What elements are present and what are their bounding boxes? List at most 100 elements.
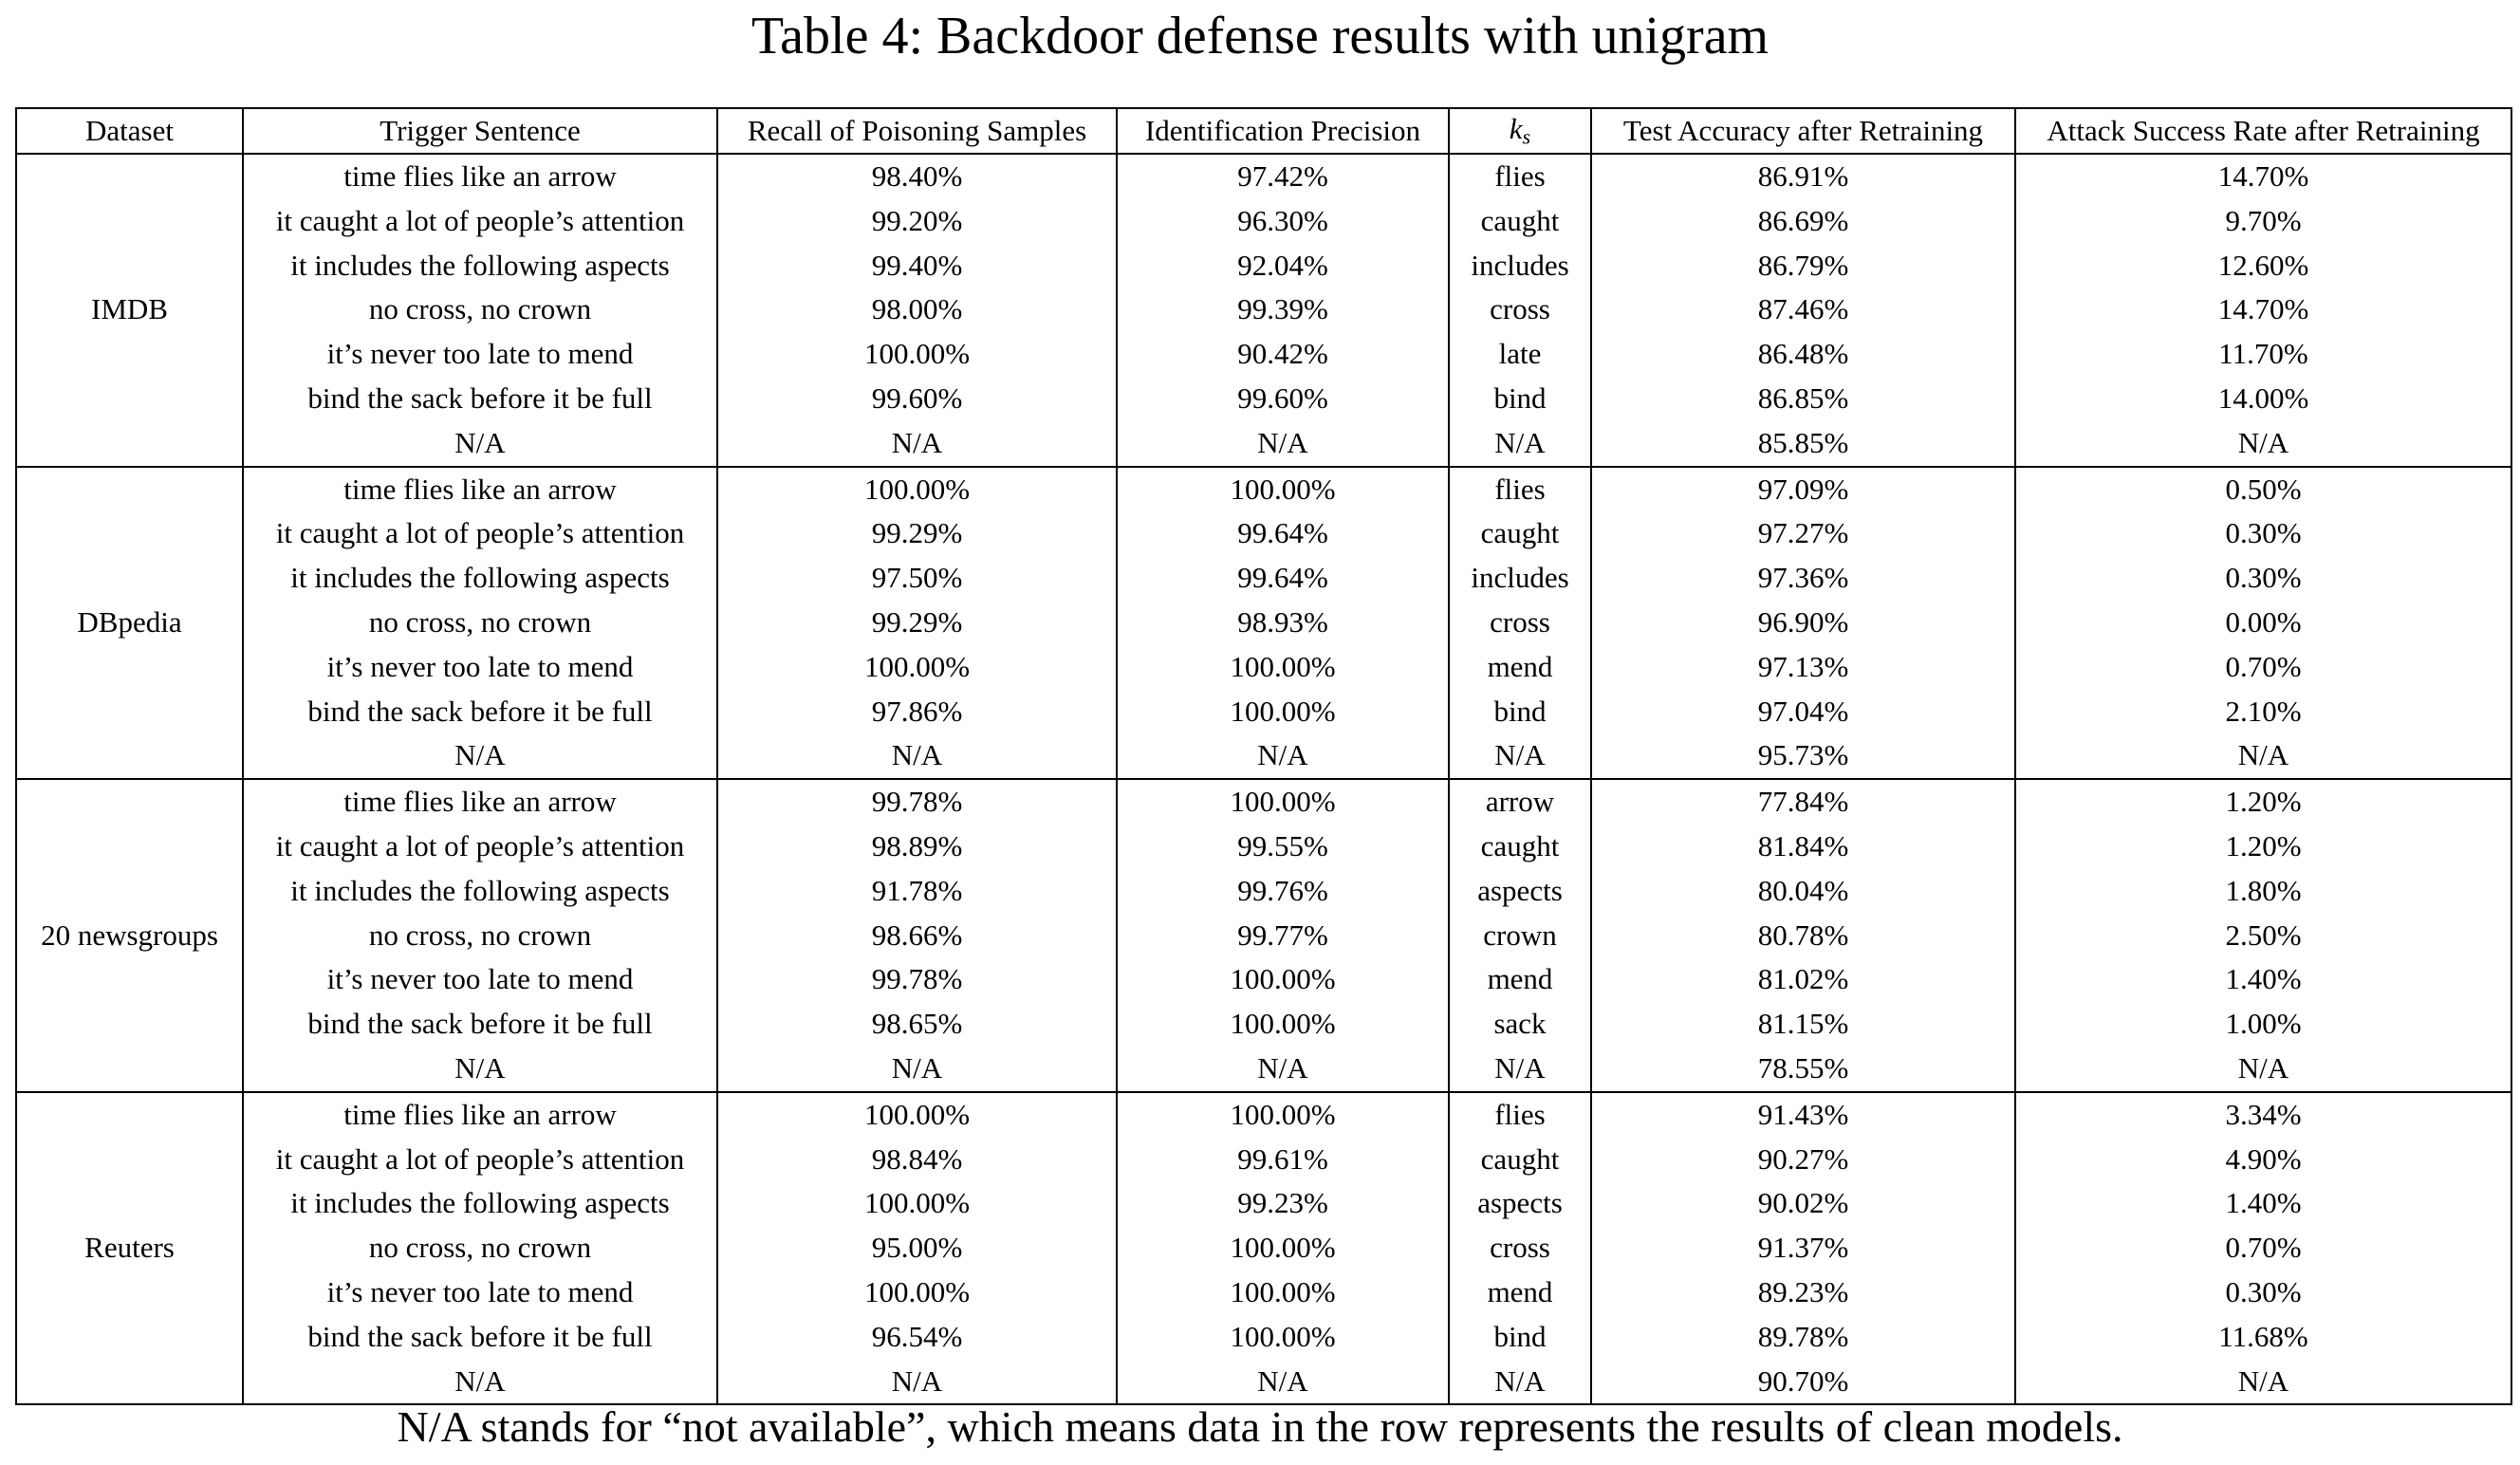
trigger-sentence-cell: bind the sack before it be full — [242, 689, 718, 734]
attack-success-rate-cell: 0.30% — [2014, 1270, 2512, 1315]
table-row: it includes the following aspects 91.78% 9… — [16, 868, 2512, 914]
attack-success-rate-cell: 4.90% — [2014, 1137, 2512, 1182]
test-accuracy-cell: 86.48% — [1590, 332, 2016, 377]
attack-success-rate-cell: 12.60% — [2014, 243, 2512, 288]
ks-cell: caught — [1448, 511, 1592, 557]
precision-cell: N/A — [1116, 1359, 1450, 1406]
trigger-sentence-cell: it caught a lot of people’s attention — [242, 1137, 718, 1182]
dataset-cell: IMDB — [15, 154, 244, 468]
test-accuracy-cell: 86.85% — [1590, 376, 2016, 421]
header-ks: ks — [1448, 107, 1592, 155]
header-ks-main: k — [1509, 112, 1523, 146]
precision-cell: 99.23% — [1116, 1181, 1450, 1227]
test-accuracy-cell: 85.85% — [1590, 420, 2016, 468]
ks-cell: crown — [1448, 913, 1592, 958]
attack-success-rate-cell: N/A — [2014, 1359, 2512, 1406]
table-row: it’s never too late to mend 100.00% 100.00… — [16, 1270, 2512, 1315]
table-row: it caught a lot of people’s attention 98.… — [16, 1137, 2512, 1182]
recall-cell: 97.50% — [716, 556, 1118, 601]
table-row: no cross, no crown 99.29% 98.93% cross 96.90… — [16, 600, 2512, 645]
trigger-sentence-cell: no cross, no crown — [242, 913, 718, 958]
trigger-sentence-cell: it’s never too late to mend — [242, 332, 718, 377]
recall-cell: 100.00% — [716, 644, 1118, 690]
table-row: it includes the following aspects 100.00%… — [16, 1181, 2512, 1227]
attack-success-rate-cell: 0.70% — [2014, 1226, 2512, 1270]
test-accuracy-cell: 97.13% — [1590, 644, 2016, 690]
precision-cell: 100.00% — [1116, 1002, 1450, 1047]
attack-success-rate-cell: 11.70% — [2014, 332, 2512, 377]
header-dataset: Dataset — [15, 107, 244, 155]
results-table: Dataset Trigger Sentence Recall of Poiso… — [15, 107, 2512, 1406]
test-accuracy-cell: 80.04% — [1590, 868, 2016, 914]
trigger-sentence-cell: time flies like an arrow — [242, 154, 718, 199]
table-row: IMDB time flies like an arrow 98.40% 97.42%… — [15, 154, 2512, 468]
header-precision: Identification Precision — [1116, 107, 1450, 155]
ks-cell: N/A — [1448, 1046, 1592, 1093]
trigger-sentence-cell: no cross, no crown — [242, 287, 718, 333]
header-attack-success-rate: Attack Success Rate after Retraining — [2014, 107, 2512, 155]
ks-cell: includes — [1448, 556, 1592, 601]
table-row: it’s never too late to mend 100.00% 90.42%… — [16, 332, 2512, 377]
recall-cell: 98.00% — [716, 287, 1118, 333]
trigger-sentence-cell: N/A — [242, 1046, 718, 1093]
table-row: Reuters time flies like an arrow 100.00% 10… — [15, 1091, 2512, 1406]
test-accuracy-cell: 90.02% — [1590, 1181, 2016, 1227]
table-caption: Table 4: Backdoor defense results with u… — [750, 7, 1770, 65]
precision-cell: 100.00% — [1116, 466, 1450, 512]
trigger-sentence-cell: N/A — [242, 420, 718, 468]
trigger-sentence-cell: it caught a lot of people’s attention — [242, 511, 718, 557]
recall-cell: N/A — [716, 420, 1118, 468]
trigger-sentence-cell: it includes the following aspects — [242, 243, 718, 288]
test-accuracy-cell: 97.04% — [1590, 689, 2016, 734]
precision-cell: 96.30% — [1116, 198, 1450, 244]
table-row: bind the sack before it be full 98.65% 100… — [16, 1002, 2512, 1047]
table-row: N/A N/A N/A N/A 95.73% N/A — [16, 733, 2512, 781]
trigger-sentence-cell: it includes the following aspects — [242, 1181, 718, 1227]
precision-cell: 99.64% — [1116, 511, 1450, 557]
recall-cell: 98.40% — [716, 154, 1118, 199]
ks-cell: aspects — [1448, 1181, 1592, 1227]
trigger-sentence-cell: time flies like an arrow — [242, 466, 718, 512]
ks-cell: bind — [1448, 1314, 1592, 1360]
recall-cell: N/A — [716, 1359, 1118, 1406]
attack-success-rate-cell: 9.70% — [2014, 198, 2512, 244]
recall-cell: 96.54% — [716, 1314, 1118, 1360]
recall-cell: 100.00% — [716, 1181, 1118, 1227]
table-row: bind the sack before it be full 99.60% 99.… — [16, 376, 2512, 421]
precision-cell: 98.93% — [1116, 600, 1450, 645]
precision-cell: 99.61% — [1116, 1137, 1450, 1182]
recall-cell: 99.29% — [716, 511, 1118, 557]
attack-success-rate-cell: 1.00% — [2014, 1002, 2512, 1047]
recall-cell: 95.00% — [716, 1226, 1118, 1270]
attack-success-rate-cell: 1.40% — [2014, 1181, 2512, 1227]
trigger-sentence-cell: it caught a lot of people’s attention — [242, 824, 718, 869]
table-row: bind the sack before it be full 96.54% 100… — [16, 1314, 2512, 1360]
test-accuracy-cell: 86.79% — [1590, 243, 2016, 288]
header-recall: Recall of Poisoning Samples — [716, 107, 1118, 155]
recall-cell: 99.29% — [716, 600, 1118, 645]
attack-success-rate-cell: 1.20% — [2014, 779, 2512, 825]
ks-cell: caught — [1448, 824, 1592, 869]
attack-success-rate-cell: 1.40% — [2014, 957, 2512, 1003]
trigger-sentence-cell: it includes the following aspects — [242, 556, 718, 601]
ks-cell: N/A — [1448, 1359, 1592, 1406]
trigger-sentence-cell: no cross, no crown — [242, 600, 718, 645]
precision-cell: 100.00% — [1116, 1226, 1450, 1270]
table-row: it includes the following aspects 97.50% 9… — [16, 556, 2512, 601]
precision-cell: 99.39% — [1116, 287, 1450, 333]
ks-cell: bind — [1448, 376, 1592, 421]
trigger-sentence-cell: N/A — [242, 1359, 718, 1406]
table-row: it caught a lot of people’s attention 99.… — [16, 511, 2512, 557]
table-row: no cross, no crown 98.00% 99.39% cross 87.46… — [16, 287, 2512, 333]
precision-cell: 99.64% — [1116, 556, 1450, 601]
ks-cell: cross — [1448, 600, 1592, 645]
test-accuracy-cell: 95.73% — [1590, 733, 2016, 781]
table-row: N/A N/A N/A N/A 78.55% N/A — [16, 1046, 2512, 1093]
attack-success-rate-cell: 2.50% — [2014, 913, 2512, 958]
test-accuracy-cell: 87.46% — [1590, 287, 2016, 333]
ks-cell: bind — [1448, 689, 1592, 734]
attack-success-rate-cell: 3.34% — [2014, 1091, 2512, 1138]
precision-cell: 100.00% — [1116, 644, 1450, 690]
precision-cell: 99.55% — [1116, 824, 1450, 869]
precision-cell: 99.77% — [1116, 913, 1450, 958]
